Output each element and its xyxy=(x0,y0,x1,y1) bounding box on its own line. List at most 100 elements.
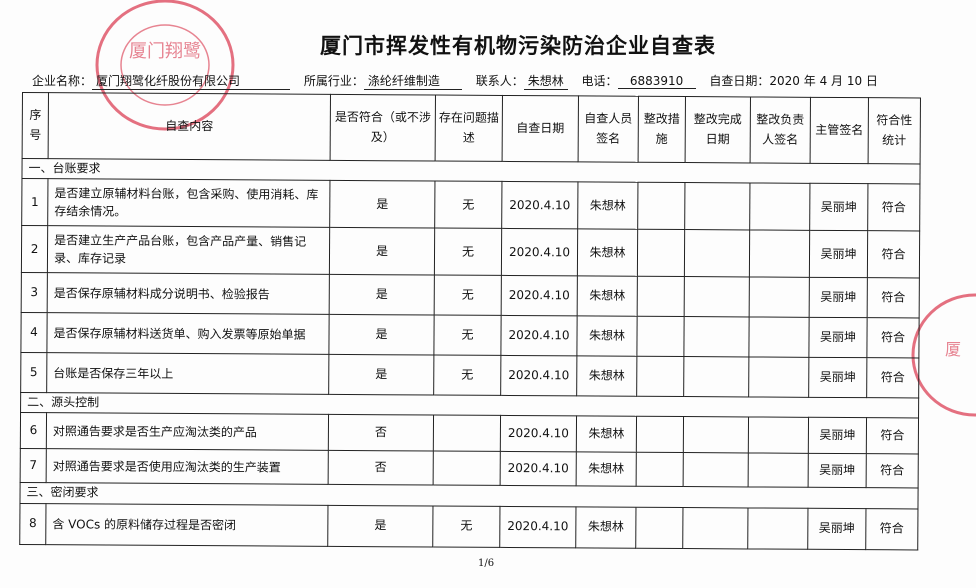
table-row: 2 是否建立生产产品台账，包含产品产量、销售记录、库存记录是无 2020.4.10 朱… xyxy=(21,225,920,279)
table-row: 5 台账是否保存三年以上是无 2020.4.10 朱想林 吴丽坤 符合 xyxy=(20,352,919,399)
cell-owner xyxy=(748,357,809,398)
cell-measure xyxy=(637,276,685,317)
company-name: 厦门翔鹭化纤股份有限公司 xyxy=(92,72,291,90)
cell-no: 8 xyxy=(19,503,46,545)
cell-stat: 符合 xyxy=(866,317,920,359)
cell-supervisor: 吴丽坤 xyxy=(809,183,868,231)
cell-issue: 无 xyxy=(434,181,502,229)
cell-owner xyxy=(747,507,808,549)
cell-no: 4 xyxy=(20,312,48,353)
cell-content: 对照通告要求是否生产应淘汰类的产品 xyxy=(46,413,329,451)
table-row: 6 对照通告要求是否生产应淘汰类的产品否 2020.4.10 朱想林 吴丽坤 符合 xyxy=(20,412,919,455)
cell-owner xyxy=(749,277,810,318)
cell-supervisor: 吴丽坤 xyxy=(807,507,866,550)
cell-done xyxy=(682,507,748,549)
cell-content: 是否保存原辅材料成分说明书、检验报告 xyxy=(47,272,330,315)
cell-inspector: 朱想林 xyxy=(577,229,638,277)
table-row: 1 是否建立原辅材料台账，包含采购、使用消耗、库存结余情况。是无 2020.4.10… xyxy=(21,178,920,232)
cell-inspector: 朱想林 xyxy=(576,316,638,357)
self-check-table: 序号 自查内容 是否符合（或不涉及） 存在问题描述 自查日期 自查人员签名 整改措施 整改完成… xyxy=(19,92,921,550)
cell-inspector: 朱想林 xyxy=(577,276,638,317)
cell-supervisor: 吴丽坤 xyxy=(808,417,867,455)
cell-stat: 符合 xyxy=(866,454,919,489)
cell-measure xyxy=(637,229,685,277)
cell-no: 5 xyxy=(20,352,47,393)
cell-measure xyxy=(636,356,684,397)
industry-label: 所属行业： xyxy=(303,74,364,88)
cell-no: 3 xyxy=(21,272,48,313)
cell-no: 6 xyxy=(20,412,47,450)
cell-date: 2020.4.10 xyxy=(500,355,577,397)
cell-supervisor: 吴丽坤 xyxy=(808,453,867,489)
document-title: 厦门市挥发性有机物污染防治企业自查表 xyxy=(320,34,716,58)
cell-owner xyxy=(749,230,810,278)
cell-inspector: 朱想林 xyxy=(577,182,638,230)
cell-done xyxy=(684,229,750,278)
cell-date: 2020.4.10 xyxy=(500,415,577,453)
cell-no: 7 xyxy=(20,448,47,484)
cell-comply: 是 xyxy=(328,354,434,396)
cell-stat: 符合 xyxy=(867,277,920,319)
cell-inspector: 朱想林 xyxy=(575,506,636,548)
header-owner: 整改负责人签名 xyxy=(750,96,811,164)
phone: 6883910 xyxy=(617,74,696,89)
header-content: 自查内容 xyxy=(48,92,331,161)
header-seq: 序号 xyxy=(22,92,49,159)
cell-comply: 否 xyxy=(328,450,434,486)
cell-comply: 是 xyxy=(329,227,435,276)
cell-owner xyxy=(748,317,810,358)
cell-content: 含 VOCs 的原料储存过程是否密闭 xyxy=(45,503,328,546)
cell-supervisor: 吴丽坤 xyxy=(808,317,868,358)
cell-done xyxy=(683,452,749,488)
phone-label: 电话： xyxy=(581,74,618,88)
cell-date: 2020.4.10 xyxy=(501,275,578,317)
cell-stat: 符合 xyxy=(866,418,919,455)
cell-date: 2020.4.10 xyxy=(500,451,577,487)
cell-issue: 无 xyxy=(434,275,502,316)
cell-done xyxy=(683,356,749,398)
cell-supervisor: 吴丽坤 xyxy=(809,230,868,278)
cell-done xyxy=(684,182,750,231)
cell-date: 2020.4.10 xyxy=(501,181,578,230)
cell-comply: 是 xyxy=(327,504,433,547)
cell-measure xyxy=(635,506,683,549)
cell-date: 2020.4.10 xyxy=(501,228,578,277)
cell-date: 2020.4.10 xyxy=(500,315,578,357)
table-row: 7 对照通告要求是否使用应淘汰类的生产装置否 2020.4.10 朱想林 吴丽坤 符合 xyxy=(20,448,919,489)
cell-issue: 无 xyxy=(434,228,502,276)
cell-stat: 符合 xyxy=(865,508,918,550)
contact: 朱想林 xyxy=(523,72,568,90)
cell-issue xyxy=(433,451,501,486)
cell-comply: 是 xyxy=(329,180,435,229)
contact-label: 联系人： xyxy=(475,74,524,88)
table-row: 3 是否保存原辅材料成分说明书、检验报告是无 2020.4.10 朱想林 吴丽坤 符合 xyxy=(21,272,920,319)
cell-content: 是否建立生产产品台账，包含产品产量、销售记录、库存记录 xyxy=(47,225,330,275)
cell-issue xyxy=(433,415,501,452)
cell-owner xyxy=(749,183,810,231)
cell-stat: 符合 xyxy=(866,357,919,399)
cell-measure xyxy=(636,452,684,487)
cell-content: 台账是否保存三年以上 xyxy=(46,352,329,395)
cell-done xyxy=(683,316,750,358)
check-date: 2020 年 4 月 10 日 xyxy=(769,74,878,88)
cell-no: 1 xyxy=(21,178,48,226)
industry: 涤纶纤维制造 xyxy=(363,72,462,90)
cell-inspector: 朱想林 xyxy=(576,452,637,487)
svg-text:厦: 厦 xyxy=(945,340,961,359)
cell-comply: 否 xyxy=(328,414,434,452)
cell-no: 2 xyxy=(21,225,48,273)
cell-issue: 无 xyxy=(433,355,501,396)
cell-supervisor: 吴丽坤 xyxy=(808,357,867,398)
cell-issue: 无 xyxy=(433,315,502,356)
cell-supervisor: 吴丽坤 xyxy=(809,277,868,318)
cell-measure xyxy=(637,182,685,230)
cell-content: 对照通告要求是否使用应淘汰类的生产装置 xyxy=(46,449,329,485)
cell-content: 是否建立原辅材料台账，包含采购、使用消耗、库存结余情况。 xyxy=(47,178,330,228)
cell-measure xyxy=(636,416,684,453)
cell-stat: 符合 xyxy=(867,183,920,232)
cell-owner xyxy=(748,453,809,488)
cell-issue: 无 xyxy=(432,505,500,547)
cell-inspector: 朱想林 xyxy=(576,356,637,397)
